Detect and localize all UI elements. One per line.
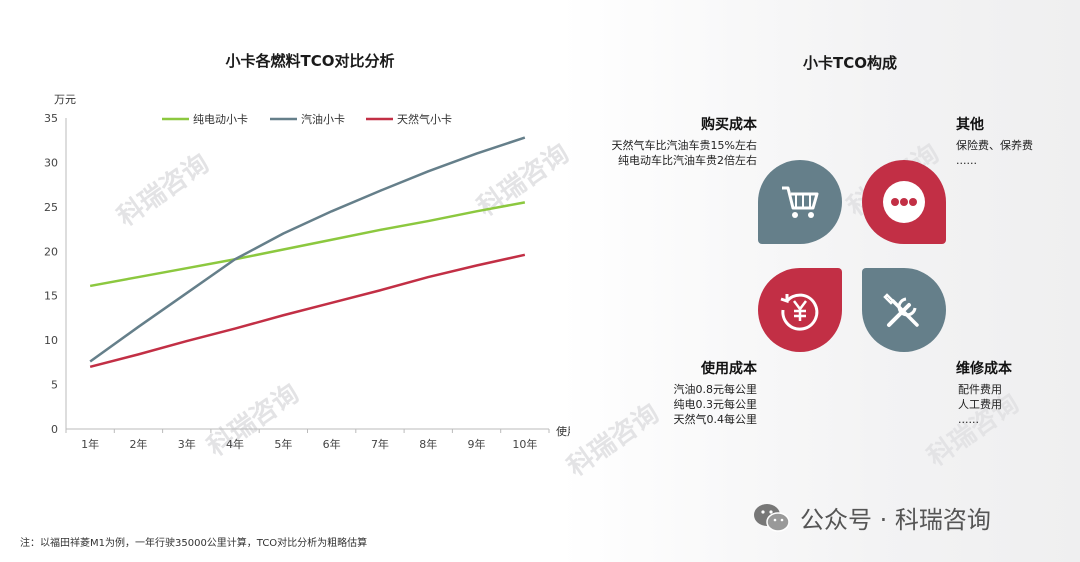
usage-cost-line: 汽油0.8元每公里 [673,383,758,396]
footnote: 注：以福田祥菱M1为例，一年行驶35000公里计算，TCO对比分析为粗略估算 [20,538,368,549]
yuan-cycle-icon [780,293,819,331]
chart-title: 小卡各燃料TCO对比分析 [225,52,395,70]
maintenance-cost-line: 人工费用 [958,398,1002,411]
maintenance-cost-tile [862,268,946,352]
y-tick-label: 30 [44,156,58,169]
purchase-cost-tile [758,160,842,244]
series-line-2 [89,253,526,369]
y-tick-label: 35 [44,112,58,125]
x-tick-label: 7年 [371,437,389,451]
wechat-account-name: 公众号 · 科瑞咨询 [800,506,991,534]
maintenance-cost-line: ...... [958,413,979,426]
x-tick-label: 2年 [129,437,147,451]
purchase-cost-text: 天然气车比汽油车贵15%左右 纯电动车比汽油车贵2倍左右 [560,138,757,168]
x-tick-label: 4年 [226,437,244,451]
tco-line-chart: 0 5 10 15 20 25 30 35 1年 2年 3年 4年 5年 6年 7年 8年 9年 10年 纯电动小… [44,93,570,451]
series-line-0 [89,201,526,288]
other-cost-line: ...... [956,154,977,167]
more-dots-icon [883,181,925,223]
legend-label: 天然气小卡 [397,112,452,126]
other-cost-line: 保险费、保养费 [956,139,1033,152]
wechat-icon [754,503,790,532]
legend-label: 汽油小卡 [301,112,345,126]
x-tick-label: 3年 [178,437,196,451]
x-tick-label: 5年 [274,437,292,451]
purchase-cost-title: 购买成本 [701,117,757,133]
x-tick-label: 9年 [468,437,486,451]
x-tick-label: 1年 [81,437,99,451]
x-tick-label: 10年 [512,437,537,451]
tco-title: 小卡TCO构成 [803,54,897,72]
maintenance-cost-line: 配件费用 [958,383,1002,396]
wechat-account: 公众号 · 科瑞咨询 [752,500,991,535]
y-tick-label: 5 [51,379,58,392]
y-tick-label: 20 [44,245,58,258]
maintenance-cost-title: 维修成本 [956,361,1012,377]
maintenance-cost-text: 配件费用 人工费用 ...... [958,382,1002,427]
usage-cost-title: 使用成本 [701,361,757,377]
other-cost-tile [862,160,946,244]
y-tick-label: 15 [44,290,58,303]
series-line-1 [89,136,526,363]
y-tick-label: 10 [44,334,58,347]
wrench-screwdriver-icon [883,293,919,327]
x-tick-label: 6年 [323,437,341,451]
usage-cost-line: 纯电0.3元每公里 [673,398,758,411]
other-cost-title: 其他 [956,117,984,133]
cart-icon [782,186,819,218]
y-tick-label: 0 [51,423,58,436]
usage-cost-tile [758,268,842,352]
usage-cost-text: 汽油0.8元每公里 纯电0.3元每公里 天然气0.4每公里 [600,382,758,427]
x-tick-label: 8年 [419,437,437,451]
usage-cost-line: 天然气0.4每公里 [673,413,758,426]
purchase-cost-line: 天然气车比汽油车贵15%左右 [611,139,757,152]
other-cost-text: 保险费、保养费 ...... [956,138,1033,168]
x-axis-title: 使用年限 [556,424,570,438]
purchase-cost-line: 纯电动车比汽油车贵2倍左右 [618,154,757,167]
y-axis-title: 万元 [54,93,76,106]
y-tick-label: 25 [44,201,58,214]
legend-label: 纯电动小卡 [193,113,248,126]
